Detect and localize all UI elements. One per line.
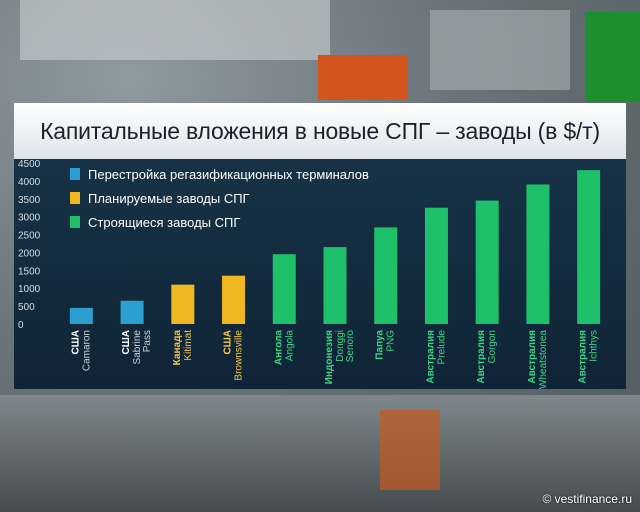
bar bbox=[374, 227, 398, 324]
legend-swatch bbox=[70, 216, 80, 228]
bar-country-label: Папуа bbox=[375, 330, 386, 360]
y-tick-label: 0 bbox=[18, 320, 24, 331]
bar-project-label: PNG bbox=[386, 330, 397, 352]
bar-project-label: Sabrine bbox=[132, 330, 143, 365]
bar-project-label: Camaron bbox=[81, 330, 92, 371]
y-tick-label: 4500 bbox=[18, 159, 41, 170]
y-tick-label: 2000 bbox=[18, 248, 41, 259]
bar-country-label: Ангола bbox=[273, 330, 284, 366]
y-tick-label: 1000 bbox=[18, 284, 41, 295]
bar-country-label: Австралия bbox=[527, 330, 538, 384]
x-tick-label: АвстралияPrelude bbox=[425, 330, 447, 384]
bar-project-label: Angola bbox=[284, 330, 295, 362]
bar bbox=[120, 300, 144, 324]
x-tick-label: СШАCamaron bbox=[70, 330, 92, 371]
bar-country-label: Австралия bbox=[578, 330, 589, 384]
bar-project-label: Ichthys bbox=[589, 330, 600, 362]
bar-country-label: Австралия bbox=[425, 330, 436, 384]
bar-project-label: Donggi bbox=[335, 330, 346, 362]
bar-project-label: Senoro bbox=[345, 330, 356, 363]
x-tick-label: КанадаKitimat bbox=[172, 330, 194, 366]
y-tick-label: 500 bbox=[18, 302, 35, 313]
bar-project-label: Pass bbox=[142, 330, 153, 352]
background-green-box bbox=[585, 12, 640, 102]
chart-title-panel: Капитальные вложения в новые СПГ – завод… bbox=[14, 103, 626, 159]
bar-project-label: Kitimat bbox=[183, 330, 194, 361]
x-tick-label: АнголаAngola bbox=[273, 330, 295, 366]
y-tick-label: 1500 bbox=[18, 266, 41, 277]
y-tick-label: 2500 bbox=[18, 231, 41, 242]
background-orange-box bbox=[318, 55, 408, 100]
bar bbox=[323, 247, 347, 324]
y-tick-label: 4000 bbox=[18, 177, 41, 188]
bar bbox=[526, 184, 550, 324]
bar-country-label: США bbox=[223, 330, 234, 355]
background-monitor bbox=[20, 0, 330, 60]
bar bbox=[475, 200, 499, 324]
bar bbox=[272, 254, 296, 324]
background-orange-lower bbox=[380, 410, 440, 490]
bar-chart: 050010001500200025003000350040004500СШАC… bbox=[18, 159, 601, 389]
legend-label: Перестройка регазификационных терминалов bbox=[88, 167, 369, 182]
legend-swatch bbox=[70, 168, 80, 180]
bar-country-label: США bbox=[70, 330, 81, 355]
bar bbox=[222, 275, 246, 324]
bar bbox=[171, 284, 195, 324]
legend-label: Планируемые заводы СПГ bbox=[88, 191, 250, 206]
bar-project-label: Brownsville bbox=[234, 330, 245, 381]
bar-project-label: Prelude bbox=[436, 330, 447, 365]
bar-project-label: Gorgon bbox=[487, 330, 498, 363]
y-tick-label: 3500 bbox=[18, 195, 41, 206]
background-lower-blocks bbox=[0, 395, 640, 512]
x-tick-label: СШАBrownsville bbox=[223, 330, 245, 381]
background-glass-cube bbox=[430, 10, 570, 90]
x-tick-label: АвстралияWheatstonea bbox=[527, 330, 549, 389]
x-tick-label: АвстралияIchthys bbox=[578, 330, 600, 384]
x-tick-label: СШАSabrinePass bbox=[121, 330, 153, 365]
legend-swatch bbox=[70, 192, 80, 204]
chart-panel: 0 500 1000 1500 2000 2500 3000 3500 4000 4500 СШАC… bbox=[14, 159, 626, 389]
x-tick-label: ПапуаPNG bbox=[375, 330, 397, 360]
x-tick-label: ИндонезияDonggiSenoro bbox=[324, 330, 356, 385]
bar-country-label: Канада bbox=[172, 330, 183, 366]
chart-title: Капитальные вложения в новые СПГ – завод… bbox=[40, 117, 600, 144]
bar bbox=[577, 170, 601, 324]
bar-country-label: США bbox=[121, 330, 132, 355]
bar bbox=[69, 307, 93, 324]
y-tick-label: 3000 bbox=[18, 213, 41, 224]
legend-label: Строящиеся заводы СПГ bbox=[88, 215, 240, 230]
bar-country-label: Индонезия bbox=[324, 330, 335, 384]
x-tick-label: АвстралияGorgon bbox=[476, 330, 498, 384]
source-credit: © vestifinance.ru bbox=[542, 492, 632, 506]
bar-project-label: Wheatstonea bbox=[538, 330, 549, 389]
bar-country-label: Австралия bbox=[476, 330, 487, 384]
bar bbox=[424, 207, 448, 324]
